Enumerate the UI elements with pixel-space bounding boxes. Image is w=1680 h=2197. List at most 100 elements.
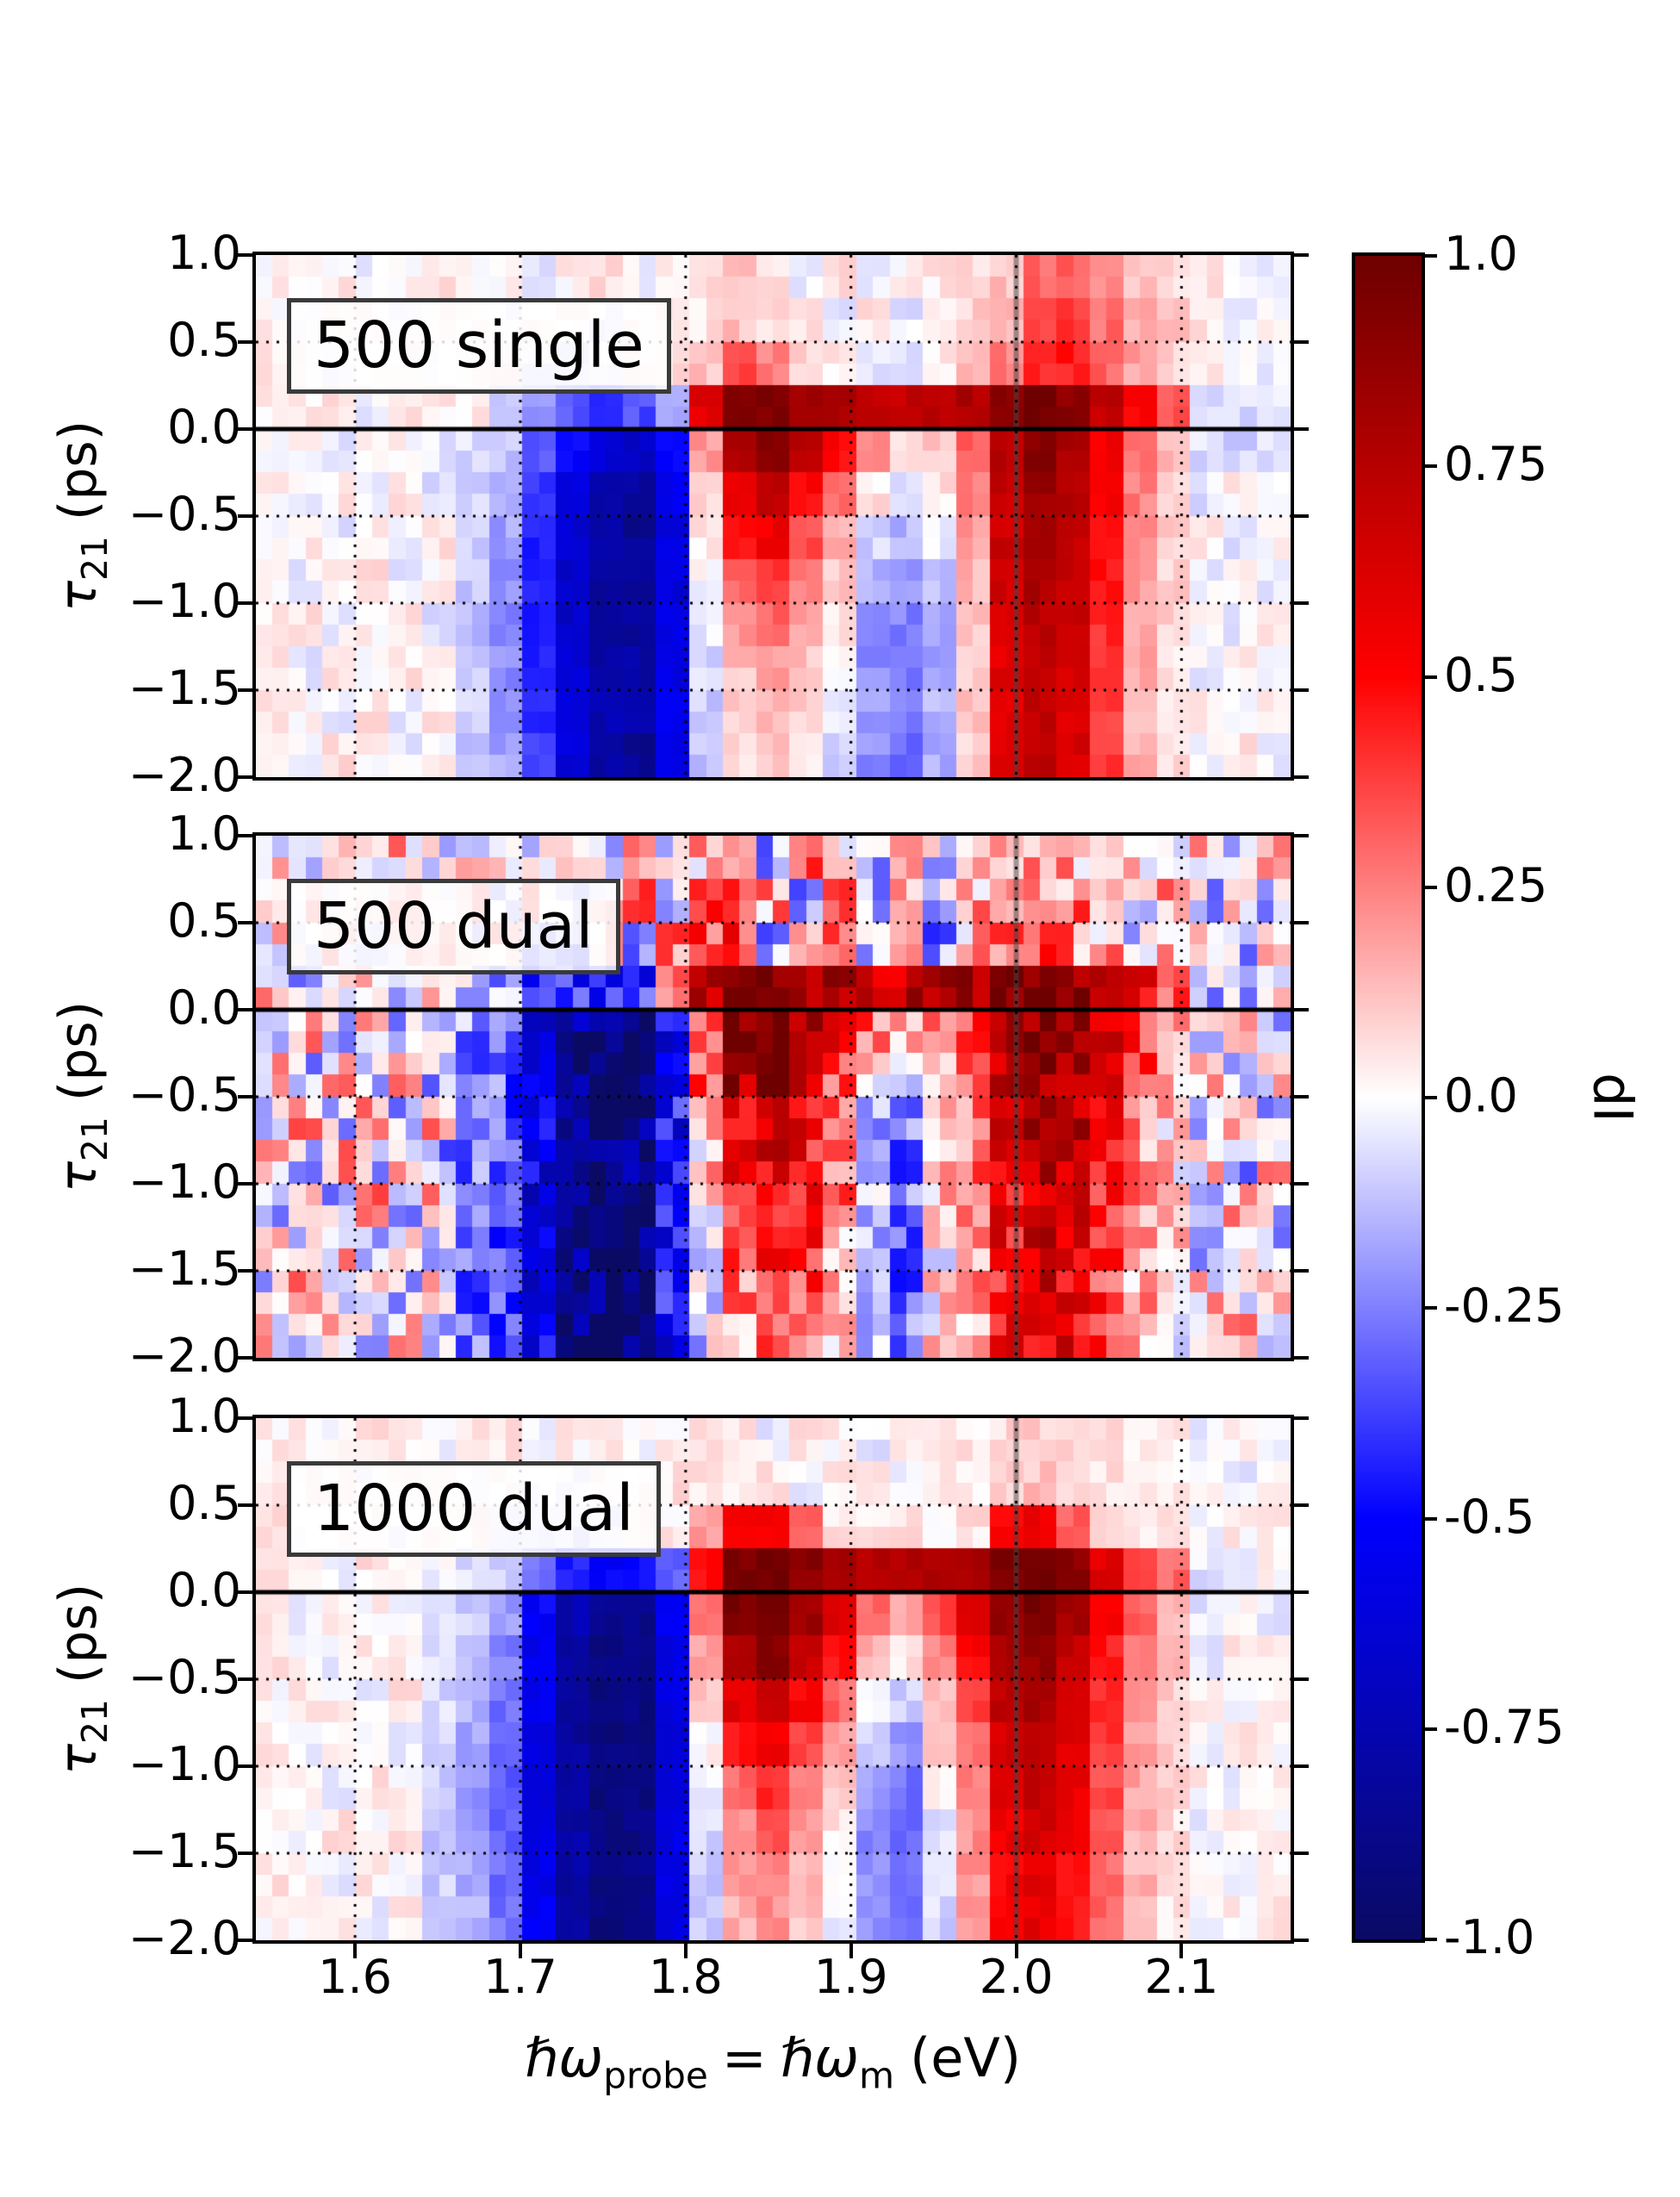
colorbar-label: dI [1581, 1073, 1645, 1123]
colorbar-tick-mark [1422, 464, 1437, 469]
y-tick-mark [1291, 1182, 1309, 1186]
y-tick-mark [238, 1939, 256, 1942]
m-subscript: m [859, 2054, 895, 2097]
tau-subscript: 21 [74, 1699, 115, 1744]
y-tick-mark [238, 253, 256, 257]
colorbar-tick-label: -0.75 [1444, 1699, 1565, 1754]
colorbar-tick-label: 0.25 [1444, 857, 1548, 912]
x-tick-label: 1.8 [648, 1950, 723, 2004]
y-tick-label: −1.0 [128, 1155, 241, 1209]
y-tick-mark [1291, 1356, 1309, 1360]
y-tick-mark [1291, 1590, 1309, 1594]
x-tick-mark [849, 1940, 853, 1958]
y-tick-label: 1.0 [167, 226, 241, 280]
y-tick-mark [238, 601, 256, 605]
colorbar-tick-label: 1.0 [1444, 227, 1518, 281]
panel-500-single: 500 single [252, 252, 1294, 781]
colorbar-tick-mark [1422, 675, 1437, 679]
x-tick-label: 1.7 [483, 1950, 557, 2004]
y-tick-mark [1291, 921, 1309, 924]
y-tick-mark [1291, 1008, 1309, 1011]
colorbar-gradient [1355, 256, 1422, 1939]
y-tick-mark [1291, 834, 1309, 837]
hbar-omega-symbol: ℏω [524, 2026, 604, 2089]
y-tick-mark [238, 1182, 256, 1186]
y-tick-label: 1.0 [167, 806, 241, 861]
y-tick-mark [1291, 514, 1309, 518]
colorbar-tick-mark [1422, 885, 1437, 889]
y-tick-label: −2.0 [128, 1911, 241, 1965]
y-tick-label: 0.0 [167, 400, 241, 454]
panel-1000-dual: 1000 dual [252, 1415, 1294, 1944]
x-tick-mark [353, 1940, 358, 1958]
x-axis-label: ℏωprobe = ℏωm (eV) [525, 2026, 1021, 2096]
ev-unit: (eV) [910, 2026, 1022, 2089]
y-tick-mark [1291, 1764, 1309, 1768]
colorbar-tick-label: 0.75 [1444, 437, 1548, 492]
colorbar-tick-label: -0.25 [1444, 1279, 1565, 1334]
y-tick-mark [238, 1356, 256, 1360]
y-tick-label: 0.5 [167, 1476, 241, 1530]
y-tick-label: 0.0 [167, 1563, 241, 1617]
y-tick-mark [1291, 427, 1309, 431]
y-tick-label: −0.5 [128, 487, 241, 541]
panel-label-box: 1000 dual [287, 1461, 661, 1558]
y-tick-mark [1291, 1416, 1309, 1420]
y-tick-mark [238, 775, 256, 779]
y-tick-mark [238, 1416, 256, 1420]
panel-500-dual: 500 dual [252, 832, 1294, 1361]
y-tick-mark [1291, 1939, 1309, 1942]
colorbar-tick-mark [1422, 1516, 1437, 1521]
probe-subscript: probe [603, 2054, 708, 2097]
y-tick-mark [238, 1852, 256, 1855]
y-tick-mark [238, 1503, 256, 1507]
y-tick-label: 0.5 [167, 313, 241, 367]
y-tick-mark [1291, 688, 1309, 692]
y-tick-mark [1291, 775, 1309, 779]
y-tick-label: −1.5 [128, 661, 241, 715]
y-tick-label: −0.5 [128, 1650, 241, 1704]
colorbar-tick-label: -1.0 [1444, 1910, 1535, 1964]
x-tick-label: 1.6 [318, 1950, 393, 2004]
y-tick-mark [1291, 1852, 1309, 1855]
y-tick-mark [238, 1269, 256, 1273]
y-tick-label: −2.0 [128, 748, 241, 802]
colorbar-tick-mark [1422, 1096, 1437, 1099]
x-tick-label: 2.1 [1144, 1950, 1219, 2004]
colorbar-tick-label: 0.5 [1444, 647, 1518, 702]
y-tick-label: 0.0 [167, 980, 241, 1035]
hbar-omega-symbol: ℏω [780, 2026, 860, 2089]
y-tick-mark [238, 921, 256, 924]
y-tick-mark [1291, 1269, 1309, 1273]
y-tick-mark [238, 340, 256, 344]
y-tick-label: −1.5 [128, 1824, 241, 1878]
colorbar-tick-mark [1422, 1306, 1437, 1310]
y-tick-mark [238, 1677, 256, 1681]
y-tick-mark [1291, 601, 1309, 605]
y-tick-mark [238, 1008, 256, 1011]
y-tick-label: −0.5 [128, 1067, 241, 1122]
y-tick-label: −1.0 [128, 1737, 241, 1791]
y-tick-label: 1.0 [167, 1389, 241, 1443]
y-tick-label: −1.0 [128, 574, 241, 628]
panel-label: 500 single [314, 308, 644, 383]
colorbar-tick-mark [1422, 1727, 1437, 1731]
colorbar-tick-label: -0.5 [1444, 1489, 1535, 1544]
colorbar-tick-mark [1422, 254, 1437, 258]
x-tick-mark [1014, 1940, 1018, 1958]
panel-label-box: 500 dual [287, 879, 620, 975]
y-tick-label: −2.0 [128, 1329, 241, 1383]
y-tick-mark [238, 1095, 256, 1098]
x-tick-mark [518, 1940, 522, 1958]
colorbar-tick-mark [1422, 1938, 1437, 1941]
tau-subscript: 21 [74, 1117, 115, 1161]
panel-label: 500 dual [314, 889, 594, 963]
x-tick-label: 2.0 [979, 1950, 1054, 2004]
tau-subscript: 21 [74, 536, 115, 581]
y-tick-mark [238, 688, 256, 692]
y-tick-mark [238, 514, 256, 518]
panel-label: 1000 dual [314, 1472, 634, 1546]
panel-label-box: 500 single [287, 298, 671, 395]
y-tick-mark [238, 834, 256, 837]
y-tick-label: 0.5 [167, 893, 241, 948]
